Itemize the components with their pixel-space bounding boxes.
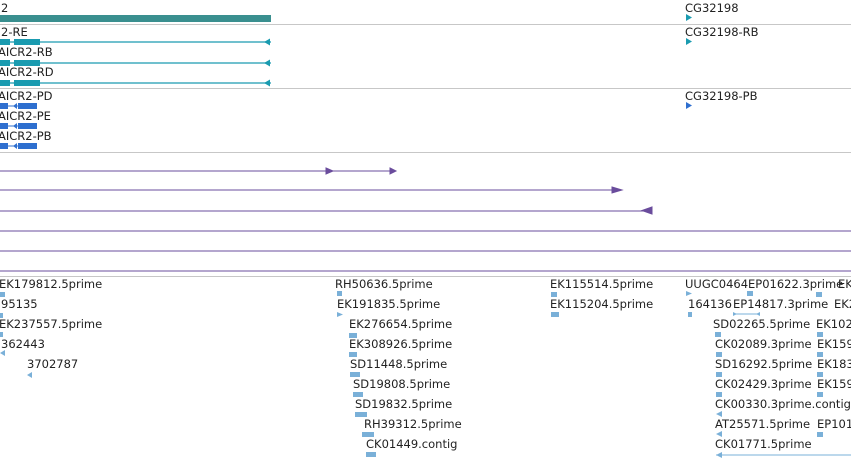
est-label[interactable]: EK191835.5prime [337,297,441,311]
protein-pe [0,123,37,129]
protein-pd [0,103,37,109]
est-label[interactable]: EK159 [817,337,851,351]
est-label[interactable]: EP101 [817,417,851,431]
est-label[interactable]: CK02089.3prime [715,337,812,351]
protein-label-right[interactable]: CG32198-PB [685,89,758,103]
est-label[interactable]: SD19808.5prime [353,377,451,391]
est-label[interactable]: RH50636.5prime [335,277,433,291]
protein-label[interactable]: AICR2-PB [0,129,52,143]
transcript-rd [0,79,271,87]
est-label[interactable]: SD02265.5prime [713,317,811,331]
est-label[interactable]: EK159 [817,377,851,391]
gene-feature [0,15,271,22]
est-label[interactable]: CK01771.5prime [715,437,812,451]
est-label[interactable]: UUGC0464 [685,277,749,291]
est-label[interactable]: AT25571.5prime [715,417,811,431]
transcript-label[interactable]: AICR2-RD [0,65,54,79]
est-glyphs [0,291,851,458]
track-separator [0,88,851,89]
est-label[interactable]: EK115204.5prime [550,297,654,311]
track-separator [0,152,851,153]
transcript-right [686,38,692,45]
gene-label-right[interactable]: CG32198 [685,1,739,15]
est-label[interactable]: SD16292.5prime [715,357,813,371]
est-label[interactable]: EK276654.5prime [349,317,453,331]
est-label[interactable]: CK01449.contig [366,437,458,451]
est-label[interactable]: SD11448.5prime [350,357,448,371]
est-label[interactable]: EP01622.3prime [748,277,844,291]
est-label[interactable]: EK [838,277,851,291]
transcript-label-right[interactable]: CG32198-RB [685,25,759,39]
protein-right [686,102,692,109]
est-label[interactable]: 95135 [1,297,38,311]
alignment-2 [0,186,624,194]
gene-feature-right [686,14,692,21]
est-label[interactable]: EK183 [817,357,851,371]
alignment-1 [0,167,398,175]
est-label[interactable]: RH39312.5prime [364,417,462,431]
est-label[interactable]: EK179812.5prime [0,277,103,291]
est-label[interactable]: 3702787 [27,357,79,371]
est-label[interactable]: CK02429.3prime [715,377,812,391]
est-label[interactable]: EK115514.5prime [550,277,654,291]
est-label[interactable]: 164136 [688,297,732,311]
transcript-rb [0,59,271,67]
est-label[interactable]: EP14817.3prime [733,297,829,311]
est-label[interactable]: EK308926.5prime [349,337,453,351]
est-label[interactable]: EK102 [816,317,851,331]
est-label[interactable]: SD19832.5prime [355,397,453,411]
track-separator [0,276,851,277]
est-label[interactable]: CK00330.3prime.contig [715,397,851,411]
protein-label[interactable]: AICR2-PD [0,89,53,103]
est-label[interactable]: EK237557.5prime [0,317,103,331]
transcript-label[interactable]: 2-RE [1,25,28,39]
est-label[interactable]: EK2 [834,297,851,311]
transcript-label[interactable]: AICR2-RB [0,45,53,59]
alignment-3 [0,206,653,215]
est-label[interactable]: 362443 [1,337,45,351]
transcript-re [0,38,271,46]
track-separator [0,24,851,25]
gene-label[interactable]: 2 [1,1,9,15]
protein-label[interactable]: AICR2-PE [0,109,51,123]
protein-pb [0,143,37,149]
